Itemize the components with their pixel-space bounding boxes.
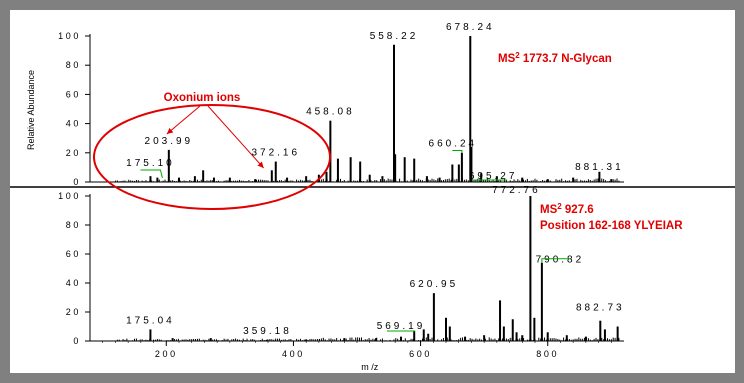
peak-label: 772.76 [492, 185, 541, 196]
oxonium-arrow [207, 105, 265, 169]
peak-label: 359.18 [243, 326, 292, 337]
peak-label: 882.73 [576, 303, 625, 314]
leader-line [140, 169, 163, 179]
peak-label: 881.31 [575, 162, 624, 173]
peak-label: 558.22 [370, 31, 419, 42]
x-tick-label: 800 [536, 349, 559, 359]
leader-line [452, 149, 463, 153]
peak-label: 569.19 [377, 321, 426, 332]
y-tick-label: 60 [66, 249, 81, 259]
y-tick-label: 0 [73, 336, 81, 346]
y-tick-label: 20 [66, 148, 81, 158]
peak-label: 660.24 [429, 138, 478, 149]
oxonium-arrow [166, 105, 201, 135]
leader-line [541, 258, 570, 263]
y-tick-label: 80 [66, 220, 81, 230]
top-spectrum-title: MS2 1773.7 N-Glycan [498, 51, 612, 66]
x-axis-title: m /z [361, 362, 378, 372]
bottom-spectrum-subtitle: Position 162-168 YLYEIAR [540, 220, 683, 232]
peak-label: 372.16 [251, 148, 300, 159]
y-tick-label: 40 [66, 119, 81, 129]
oxonium-ellipse [93, 104, 331, 210]
y-tick-label: 20 [66, 307, 81, 317]
y-tick-label: 40 [66, 278, 81, 288]
figure-panel: 100 80 60 40 20 0 100 80 60 40 20 0 200 400 600 800 m /z… [10, 10, 735, 373]
y-tick-label: 0 [73, 177, 81, 187]
y-tick-label: 100 [58, 31, 81, 41]
y-tick-label: 100 [58, 191, 81, 201]
oxonium-label: Oxonium ions [164, 92, 241, 104]
peak-label: 175.04 [126, 315, 175, 326]
x-tick-label: 600 [409, 349, 432, 359]
y-tick-label: 60 [66, 89, 81, 99]
peak-label: 695.27 [469, 171, 518, 182]
peak-label: 790.82 [536, 255, 585, 266]
y-axis-title: Relative Abundance [26, 70, 36, 150]
y-tick-label: 80 [66, 60, 81, 70]
peak-label: 175.10 [126, 158, 175, 169]
x-tick-label: 400 [282, 349, 305, 359]
peak-label: 620.95 [410, 279, 459, 290]
peak-label: 678.24 [446, 22, 495, 33]
x-tick-label: 200 [155, 349, 178, 359]
bottom-spectrum-title: MS2 927.6 [540, 202, 594, 217]
peak-label: 203.99 [145, 136, 194, 147]
peak-label: 458.08 [306, 107, 355, 118]
